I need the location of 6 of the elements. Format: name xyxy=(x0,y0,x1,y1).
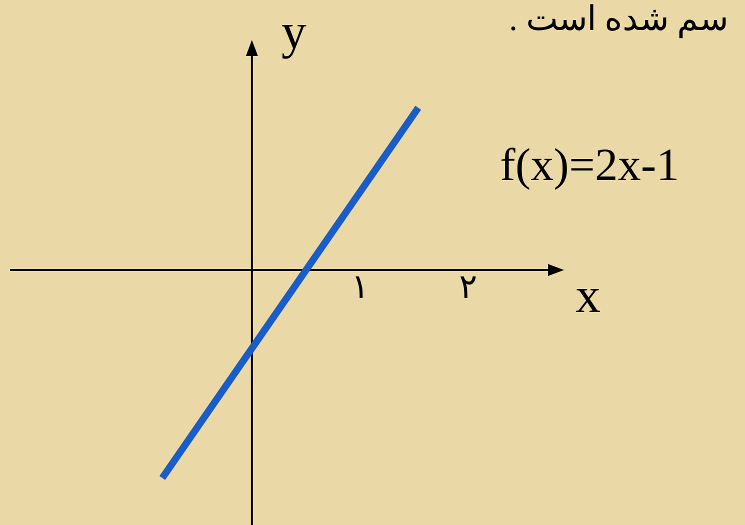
y-axis-title: y xyxy=(281,3,306,59)
text: سم شده است . xyxy=(509,1,728,39)
x-tick-label: ٢ xyxy=(458,269,477,306)
annotation: f(x)=2x-1 xyxy=(500,139,680,190)
x-tick-label: ١ xyxy=(350,269,369,306)
x-axis-title: x xyxy=(576,267,600,323)
